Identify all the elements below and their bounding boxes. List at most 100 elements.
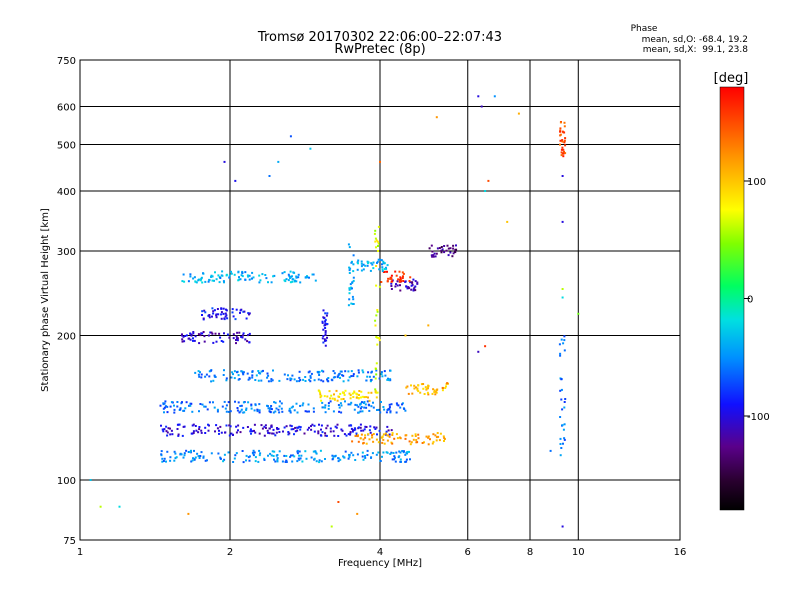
data-point bbox=[332, 430, 335, 433]
data-point bbox=[174, 452, 177, 455]
data-point bbox=[228, 336, 231, 339]
data-point bbox=[347, 403, 350, 406]
data-point bbox=[561, 139, 564, 142]
data-point bbox=[254, 431, 257, 434]
data-point bbox=[238, 276, 240, 279]
data-point bbox=[163, 402, 166, 405]
data-point bbox=[390, 451, 393, 454]
data-point bbox=[559, 443, 562, 445]
data-point bbox=[337, 457, 340, 460]
data-point bbox=[194, 371, 197, 374]
data-point bbox=[289, 455, 292, 458]
data-point bbox=[477, 350, 480, 353]
data-point bbox=[296, 460, 299, 463]
phase-info-o: mean, sd,O: -68.4, 19.2 bbox=[642, 35, 748, 45]
data-point bbox=[291, 275, 293, 278]
data-point bbox=[306, 276, 309, 279]
data-point bbox=[340, 370, 343, 373]
data-point bbox=[352, 373, 355, 376]
data-point bbox=[210, 331, 213, 334]
data-point bbox=[406, 287, 409, 290]
data-point bbox=[239, 410, 242, 413]
data-point bbox=[381, 441, 384, 444]
data-point bbox=[166, 411, 169, 414]
data-point bbox=[379, 411, 382, 414]
data-point bbox=[379, 160, 381, 163]
data-point bbox=[191, 432, 194, 435]
data-point bbox=[561, 408, 564, 411]
data-point bbox=[356, 404, 359, 407]
data-point bbox=[206, 408, 209, 411]
data-point bbox=[436, 388, 439, 391]
data-point bbox=[201, 281, 204, 284]
data-point bbox=[211, 279, 214, 282]
data-point bbox=[165, 460, 167, 463]
data-point bbox=[562, 442, 564, 445]
data-point bbox=[381, 263, 383, 266]
data-point bbox=[222, 312, 225, 315]
data-point bbox=[324, 331, 327, 334]
data-point bbox=[375, 453, 378, 456]
data-point bbox=[211, 275, 214, 278]
data-point bbox=[443, 251, 446, 254]
data-point bbox=[358, 390, 361, 392]
data-point bbox=[332, 455, 335, 458]
data-point bbox=[164, 405, 167, 408]
data-point bbox=[433, 391, 436, 393]
data-point bbox=[218, 332, 221, 335]
data-point bbox=[215, 278, 218, 281]
data-point bbox=[324, 432, 327, 435]
data-point bbox=[372, 401, 374, 404]
data-point bbox=[235, 342, 237, 345]
data-point bbox=[192, 277, 195, 280]
data-point bbox=[248, 332, 251, 335]
data-point bbox=[357, 262, 359, 265]
data-point bbox=[427, 443, 430, 446]
data-point bbox=[209, 331, 212, 334]
data-point bbox=[195, 281, 198, 284]
data-point bbox=[375, 369, 378, 372]
data-point bbox=[562, 428, 565, 431]
data-point bbox=[245, 407, 248, 410]
data-point bbox=[176, 423, 179, 426]
data-point bbox=[295, 276, 298, 279]
colorbar-tick-label: 0 bbox=[747, 295, 753, 306]
data-point bbox=[304, 450, 307, 453]
data-point bbox=[390, 278, 393, 281]
data-point bbox=[235, 339, 237, 341]
data-point bbox=[336, 375, 339, 378]
data-point bbox=[381, 270, 384, 273]
data-point bbox=[181, 333, 183, 336]
data-point bbox=[410, 284, 413, 287]
data-point bbox=[320, 428, 322, 431]
data-point bbox=[227, 451, 230, 454]
data-point bbox=[244, 278, 247, 281]
data-point bbox=[382, 433, 385, 436]
data-point bbox=[321, 431, 324, 434]
data-point bbox=[208, 278, 211, 281]
data-point bbox=[364, 264, 367, 267]
data-point bbox=[335, 389, 338, 392]
data-point bbox=[559, 143, 561, 146]
data-point bbox=[232, 333, 235, 336]
data-point bbox=[251, 370, 254, 373]
data-point bbox=[396, 403, 399, 406]
data-point bbox=[301, 404, 304, 407]
data-point bbox=[401, 402, 404, 405]
data-point bbox=[453, 251, 456, 253]
data-point bbox=[297, 457, 300, 460]
data-point bbox=[179, 408, 182, 411]
data-point bbox=[433, 252, 436, 255]
data-point bbox=[270, 408, 273, 411]
data-point bbox=[347, 370, 350, 373]
data-point bbox=[366, 454, 369, 456]
data-point bbox=[378, 339, 381, 342]
data-point bbox=[175, 456, 178, 459]
data-point bbox=[559, 127, 562, 130]
data-point bbox=[293, 271, 296, 274]
data-point bbox=[443, 440, 445, 442]
data-point bbox=[287, 431, 290, 433]
data-point bbox=[402, 280, 405, 282]
data-point bbox=[348, 246, 351, 249]
data-point bbox=[278, 431, 281, 433]
